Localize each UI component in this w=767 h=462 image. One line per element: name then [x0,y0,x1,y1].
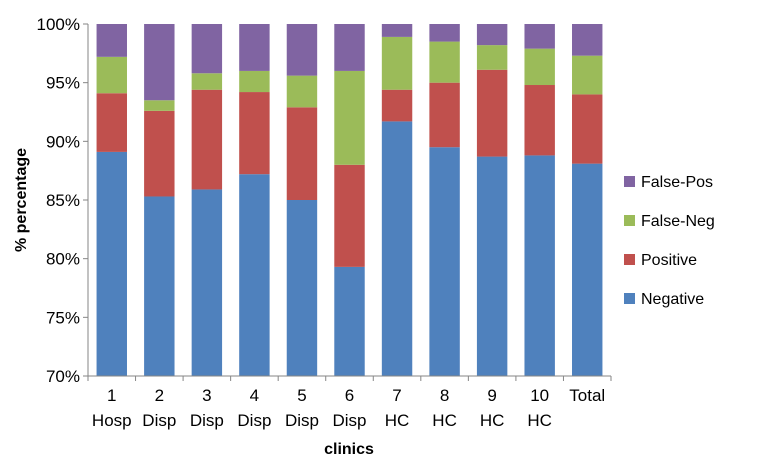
y-tick-label: 85% [46,191,80,210]
bar-4-positive [239,92,270,175]
bar-3-false-pos [191,24,223,74]
x-category-label: 6 [345,386,354,405]
bar-6-false-neg [334,70,365,165]
x-category-label: 9 [487,386,496,405]
bar-5-negative [286,200,318,376]
bar-total-negative [572,163,603,376]
y-tick-labels: 70% 75% 80% 85% 90% 95% 100% [37,15,88,386]
bar-9-positive [476,69,508,157]
bar-5-false-neg [286,75,318,108]
bar-4-false-pos [239,24,270,71]
y-tick-label: 70% [46,367,80,386]
bar-10-false-neg [524,48,555,86]
x-category-label: Total [569,386,605,405]
legend: False-Pos False-Neg Positive Negative [624,174,715,308]
bar-5-positive [286,107,318,200]
bar-1-false-neg [96,56,127,94]
bar-9-negative [476,156,508,376]
legend-swatch-false-pos [624,176,635,187]
x-category-label: 7 [392,386,401,405]
x-category-sublabel: Disp [332,411,366,430]
bar-2-positive [144,110,175,197]
legend-swatch-positive [624,254,635,265]
x-category-label: 2 [155,386,164,405]
x-category-sublabel: Disp [237,411,271,430]
legend-swatch-negative [624,293,635,304]
bar-7-false-neg [381,36,413,90]
legend-label-positive: Positive [641,252,697,269]
bar-total-false-pos [572,24,603,56]
bar-9-false-pos [476,24,508,46]
bar-8-false-pos [429,24,460,42]
bar-total-positive [572,94,603,164]
bar-7-positive [381,89,413,122]
bar-10-false-pos [524,24,555,49]
bar-7-negative [381,121,413,376]
x-category-sublabel: Hosp [92,411,132,430]
y-tick-label: 100% [37,15,80,34]
bar-6-positive [334,164,365,267]
bar-3-positive [191,89,223,190]
y-tick-label: 90% [46,132,80,151]
x-category-label: 3 [202,386,211,405]
x-category-sublabel: Disp [190,411,224,430]
x-category-sublabel: Disp [142,411,176,430]
x-category-label: 4 [250,386,259,405]
y-tick-label: 80% [46,250,80,269]
bars-layer [96,24,603,376]
bar-6-negative [334,266,365,376]
bar-2-false-pos [144,24,175,101]
bar-1-negative [96,151,127,376]
bar-3-false-neg [191,73,223,90]
y-tick-label: 95% [46,74,80,93]
bar-2-negative [144,196,175,376]
x-category-sublabel: HC [480,411,505,430]
legend-label-false-neg: False-Neg [641,213,715,230]
y-tick-label: 75% [46,308,80,327]
x-category-label: 1 [107,386,116,405]
bar-2-false-neg [144,100,175,111]
x-category-label: 5 [297,386,306,405]
x-category-label: 8 [440,386,449,405]
bar-10-negative [524,155,555,376]
bar-1-false-pos [96,24,127,57]
bar-8-false-neg [429,41,460,83]
bar-6-false-pos [334,24,365,71]
x-category-label: 10 [530,386,549,405]
x-category-sublabel: HC [385,411,410,430]
bar-8-positive [429,82,460,148]
bar-5-false-pos [286,24,318,76]
bar-3-negative [191,189,223,376]
legend-label-negative: Negative [641,291,704,308]
bar-8-negative [429,147,460,376]
legend-swatch-false-neg [624,215,635,226]
x-category-sublabel: Disp [285,411,319,430]
bar-total-false-neg [572,55,603,95]
x-category-labels: 1 Hosp 2 Disp 3 Disp 4 Disp 5 Disp 6 Disp 7 HC 8 HC 9 HC 1… [87,376,612,430]
x-category-sublabel: HC [527,411,552,430]
x-category-sublabel: HC [432,411,457,430]
legend-label-false-pos: False-Pos [641,174,713,191]
bar-10-positive [524,85,555,156]
y-axis-title: % percentage [13,148,30,252]
x-axis-title: clinics [324,441,374,457]
bar-9-false-neg [476,45,508,70]
bar-7-false-pos [381,24,413,37]
bar-1-positive [96,93,127,152]
bar-4-false-neg [239,70,270,93]
bar-4-negative [239,174,270,376]
